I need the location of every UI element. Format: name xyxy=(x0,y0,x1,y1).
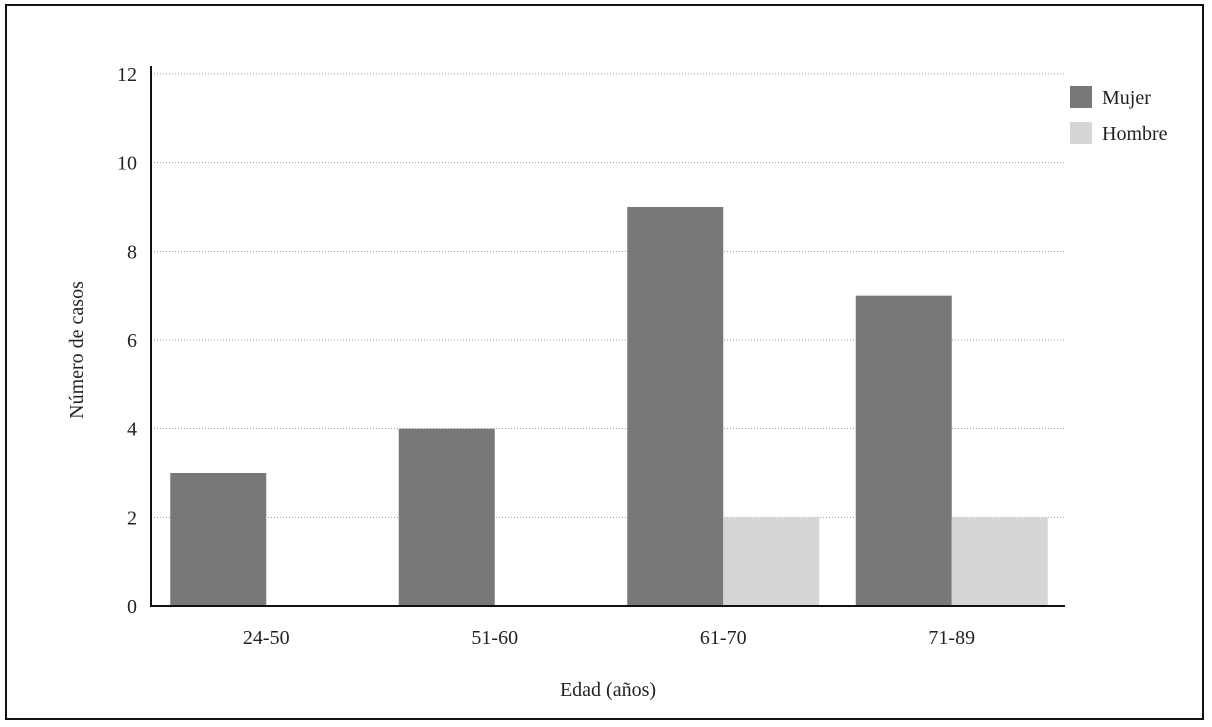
bar-mujer-51-60 xyxy=(398,428,495,606)
legend-swatch-mujer xyxy=(1070,86,1092,108)
y-tick-label: 2 xyxy=(127,507,137,529)
bar-hombre-71-89 xyxy=(951,517,1048,606)
x-tick-label: 24-50 xyxy=(243,627,290,649)
legend-label-hombre: Hombre xyxy=(1102,123,1168,145)
axes xyxy=(150,66,1065,607)
bar-mujer-61-70 xyxy=(627,207,724,606)
y-tick-label: 6 xyxy=(127,330,137,352)
y-tick-label: 10 xyxy=(117,153,137,175)
grid-lines xyxy=(151,73,1065,518)
y-tick-label: 4 xyxy=(127,419,137,441)
y-axis-title: Número de casos xyxy=(66,281,88,419)
y-tick-labels: 0 2 4 6 8 10 12 xyxy=(117,64,137,618)
bar-mujer-71-89 xyxy=(855,295,952,606)
bars xyxy=(170,207,1048,606)
legend-swatch-hombre xyxy=(1070,122,1092,144)
x-tick-label: 61-70 xyxy=(700,627,747,649)
x-axis-title: Edad (años) xyxy=(560,679,656,701)
chart-frame xyxy=(5,4,1204,720)
y-tick-label: 12 xyxy=(117,64,137,86)
x-tick-label: 51-60 xyxy=(471,627,518,649)
x-tick-labels: 24-50 51-60 61-70 71-89 xyxy=(243,627,975,649)
bar-mujer-24-50 xyxy=(170,473,267,606)
y-tick-label: 0 xyxy=(127,596,137,618)
legend-label-mujer: Mujer xyxy=(1102,87,1151,109)
x-tick-label: 71-89 xyxy=(928,627,975,649)
y-tick-label: 8 xyxy=(127,241,137,263)
bar-hombre-61-70 xyxy=(723,517,820,606)
legend: Mujer Hombre xyxy=(1070,86,1168,145)
